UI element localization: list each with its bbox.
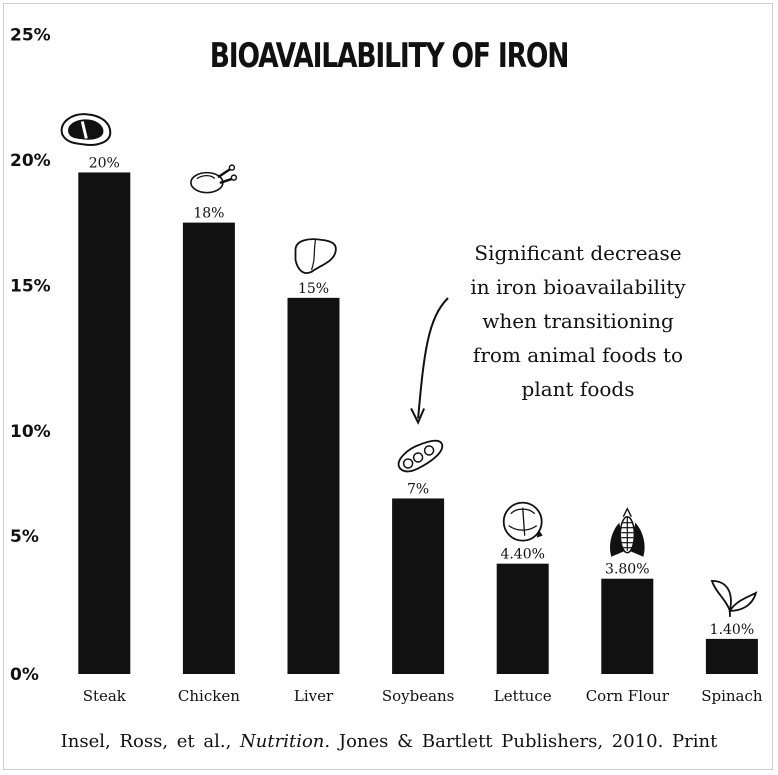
y-tick-label: 15% xyxy=(10,276,51,296)
citation: Insel, Ross, et al., Nutrition. Jones & … xyxy=(0,731,778,752)
x-axis: Steak Chicken Liver Soybeans Lettuce Corn Flo… xyxy=(83,687,763,705)
bar-chicken xyxy=(182,222,235,674)
data-label: 18% xyxy=(193,206,224,222)
food-icons xyxy=(60,113,758,617)
data-labels: 20% 18% 15% 7% 4.40% 3.80% 1.40% xyxy=(89,155,754,637)
bar-spinach xyxy=(705,638,758,674)
citation-authors: Insel, Ross, et al., xyxy=(60,731,232,752)
liver-icon xyxy=(294,238,337,274)
annotation-line: when transitioning xyxy=(482,309,674,333)
x-tick-label: Lettuce xyxy=(494,687,552,705)
annotation-arrow xyxy=(417,297,449,419)
data-label: 1.40% xyxy=(710,622,754,638)
data-label: 20% xyxy=(89,155,120,171)
y-tick-label: 0% xyxy=(10,665,39,685)
annotation: Significant decrease in iron bioavailabil… xyxy=(410,241,686,425)
steak-icon xyxy=(60,113,112,146)
annotation-line: from animal foods to xyxy=(473,343,683,367)
chart-frame xyxy=(3,3,773,770)
y-axis: 0% 5% 10% 15% 20% 25% xyxy=(10,26,51,685)
data-label: 3.80% xyxy=(605,562,649,578)
annotation-line: in iron bioavailability xyxy=(470,275,686,299)
x-tick-label: Chicken xyxy=(178,687,240,705)
spinach-icon xyxy=(710,579,758,617)
data-label: 7% xyxy=(407,481,429,497)
data-label: 15% xyxy=(298,281,329,297)
citation-work: Nutrition. xyxy=(240,731,331,752)
data-label: 4.40% xyxy=(500,547,544,563)
bar-soybeans xyxy=(392,498,445,674)
x-tick-label: Steak xyxy=(83,687,127,705)
soybean-icon xyxy=(397,439,444,473)
bar-steak xyxy=(78,172,131,674)
y-tick-label: 10% xyxy=(10,422,51,442)
annotation-line: Significant decrease xyxy=(474,241,681,265)
chicken-icon xyxy=(190,164,238,194)
x-tick-label: Soybeans xyxy=(382,687,455,705)
x-tick-label: Spinach xyxy=(701,687,763,705)
chart-title: BIOAVAILABILITY OF IRON xyxy=(209,36,570,76)
citation-publisher: Jones & Bartlett Publishers, 2010. Print xyxy=(338,731,718,752)
x-tick-label: Liver xyxy=(294,687,334,705)
corn-icon xyxy=(610,507,645,557)
annotation-arrowhead xyxy=(410,408,426,425)
lettuce-icon xyxy=(502,501,543,542)
y-tick-label: 25% xyxy=(10,26,51,46)
bars xyxy=(78,172,758,674)
x-tick-label: Corn Flour xyxy=(586,687,670,705)
y-tick-label: 5% xyxy=(10,527,39,547)
annotation-line: plant foods xyxy=(522,377,635,401)
bar-lettuce xyxy=(496,563,549,674)
bar-liver xyxy=(287,297,340,674)
y-tick-label: 20% xyxy=(10,151,51,171)
bar-corn-flour xyxy=(601,578,654,674)
